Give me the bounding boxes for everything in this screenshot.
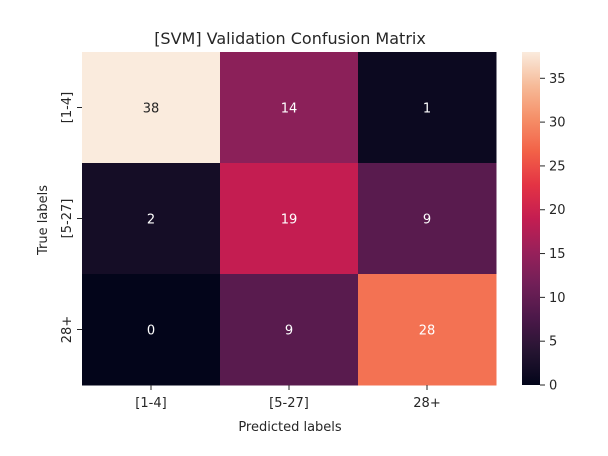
heatmap-cell — [220, 163, 359, 275]
cell-value-label: 9 — [423, 213, 431, 228]
heatmap-cell — [358, 52, 497, 164]
heatmap-cell — [358, 274, 497, 386]
heatmap-cell — [358, 163, 497, 275]
heatmap-cell — [220, 274, 359, 386]
heatmap-cells: 38 14 1 2 19 9 0 9 28 — [82, 52, 497, 386]
colorbar-tick-label: 0 — [549, 379, 557, 394]
cell-value-label: 0 — [147, 324, 155, 339]
colorbar-tick-label: 25 — [549, 159, 566, 174]
colorbar-tick-label: 30 — [549, 116, 566, 131]
colorbar-tick-label: 20 — [549, 203, 566, 218]
colorbar-tick-label: 15 — [549, 247, 566, 262]
colorbar-tick-label: 5 — [549, 335, 557, 350]
colorbar-ticks: 0 5 10 15 20 25 30 35 — [540, 72, 566, 394]
y-tick-label: 28+ — [60, 316, 75, 343]
y-tick-label: [5-27] — [60, 199, 75, 239]
x-axis: [1-4] [5-27] 28+ — [135, 385, 441, 411]
colorbar-tick-label: 10 — [549, 291, 566, 306]
y-axis: [1-4] [5-27] 28+ — [60, 92, 82, 343]
x-tick-label: [5-27] — [269, 396, 309, 411]
colorbar-gradient — [522, 52, 540, 385]
x-axis-label: Predicted labels — [238, 420, 342, 435]
heatmap-cell — [82, 274, 221, 386]
cell-value-label: 38 — [143, 102, 160, 117]
colorbar: 0 5 10 15 20 25 30 35 — [522, 52, 566, 394]
cell-value-label: 19 — [281, 213, 298, 228]
chart-title: [SVM] Validation Confusion Matrix — [154, 29, 426, 48]
heatmap-cell — [82, 163, 221, 275]
cell-value-label: 1 — [423, 102, 431, 117]
x-tick-label: 28+ — [413, 396, 440, 411]
heatmap-cell — [220, 52, 359, 164]
y-tick-label: [1-4] — [60, 92, 75, 123]
cell-value-label: 14 — [281, 102, 298, 117]
heatmap-cell — [82, 52, 221, 164]
cell-value-label: 2 — [147, 213, 155, 228]
colorbar-tick-label: 35 — [549, 72, 566, 87]
cell-value-label: 9 — [285, 324, 293, 339]
y-axis-label: True labels — [36, 185, 51, 256]
x-tick-label: [1-4] — [135, 396, 166, 411]
cell-value-label: 28 — [419, 324, 436, 339]
